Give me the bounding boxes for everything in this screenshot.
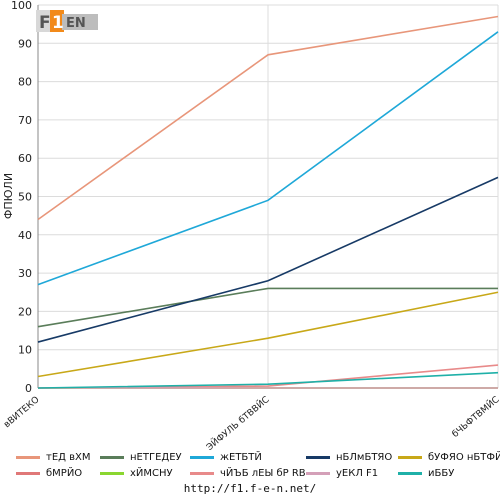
legend-item: нЕТГЕДЕУ (100, 449, 182, 465)
y-tick-label: 30 (18, 267, 32, 280)
legend-item: бУФЯО нБТФЙО (398, 449, 500, 465)
svg-text:F: F (39, 13, 51, 33)
legend-swatch (16, 455, 40, 459)
legend-item: уЕКЛ F1 (306, 465, 378, 481)
line-chart: 0 10 20 30 40 50 60 70 80 90 100 вВИТЕКО ЭЙФУЛЬ бТВ… (2, 0, 500, 450)
y-tick-label: 20 (18, 305, 32, 318)
svg-text:1: 1 (52, 13, 64, 33)
legend-label: бУФЯО нБТФЙО (428, 451, 500, 463)
chart-legend: тЕД вХМ нЕТГЕДЕУ жЕТБТЙ нБЛмБТЯО бУФЯО нБТФЙ… (0, 449, 500, 481)
legend-label: чЙЪБ лЕЫ бР RB (220, 467, 306, 479)
series-lines (37, 15, 499, 389)
legend-item: хЙМСНУ (100, 465, 173, 481)
y-tick-label: 60 (18, 152, 32, 165)
y-tick-label: 40 (18, 229, 32, 242)
legend-label: нЕТГЕДЕУ (130, 451, 182, 463)
series-line (37, 287, 498, 328)
legend-swatch (190, 471, 214, 475)
x-axis-ticks: вВИТЕКО ЭЙФУЛЬ бТВВЙС бЧЬФТВМЙС (2, 393, 500, 450)
x-tick-label: ЭЙФУЛЬ бТВВЙС (204, 393, 272, 450)
legend-label: нБЛмБТЯО (336, 451, 393, 463)
legend-item: иББУ (398, 465, 454, 481)
y-tick-label: 70 (18, 114, 32, 127)
series-line (37, 371, 499, 389)
legend-label: жЕТБТЙ (220, 451, 262, 463)
legend-item: чЙЪБ лЕЫ бР RB (190, 465, 306, 481)
series-line (37, 31, 499, 286)
legend-swatch (306, 471, 330, 475)
legend-item: нБЛмБТЯО (306, 449, 392, 465)
legend-swatch (398, 471, 422, 475)
x-tick-label: бЧЬФТВМЙС (449, 393, 500, 440)
y-axis-ticks: 0 10 20 30 40 50 60 70 80 90 100 (11, 0, 32, 395)
legend-item: бМРЙО (16, 465, 82, 481)
legend-label: бМРЙО (46, 467, 83, 479)
legend-item: жЕТБТЙ (190, 449, 262, 465)
f1en-logo: F 1 EN (36, 8, 100, 36)
legend-label: иББУ (428, 467, 455, 479)
legend-label: тЕД вХМ (46, 451, 91, 463)
series-line (37, 291, 499, 378)
y-axis-label: ФПЮЛИ (2, 173, 15, 219)
y-tick-label: 10 (18, 344, 32, 357)
y-tick-label: 90 (18, 37, 32, 50)
series-line (37, 176, 499, 343)
footer-url: http://f1.f-e-n.net/ (183, 482, 317, 495)
legend-label: уЕКЛ F1 (336, 467, 379, 479)
y-tick-label: 0 (25, 382, 32, 395)
y-tick-label: 100 (11, 0, 32, 12)
y-tick-label: 50 (18, 191, 32, 204)
legend-swatch (398, 455, 422, 459)
y-tick-label: 80 (18, 76, 32, 89)
legend-swatch (16, 471, 40, 475)
chart-grid (37, 4, 499, 389)
series-line (37, 15, 499, 221)
legend-swatch (100, 471, 124, 475)
x-tick-label: вВИТЕКО (2, 395, 41, 430)
legend-label: хЙМСНУ (130, 467, 173, 479)
legend-item: тЕД вХМ (16, 449, 91, 465)
svg-text:EN: EN (66, 16, 86, 31)
legend-swatch (190, 455, 214, 459)
legend-swatch (306, 455, 330, 459)
legend-swatch (100, 455, 124, 459)
